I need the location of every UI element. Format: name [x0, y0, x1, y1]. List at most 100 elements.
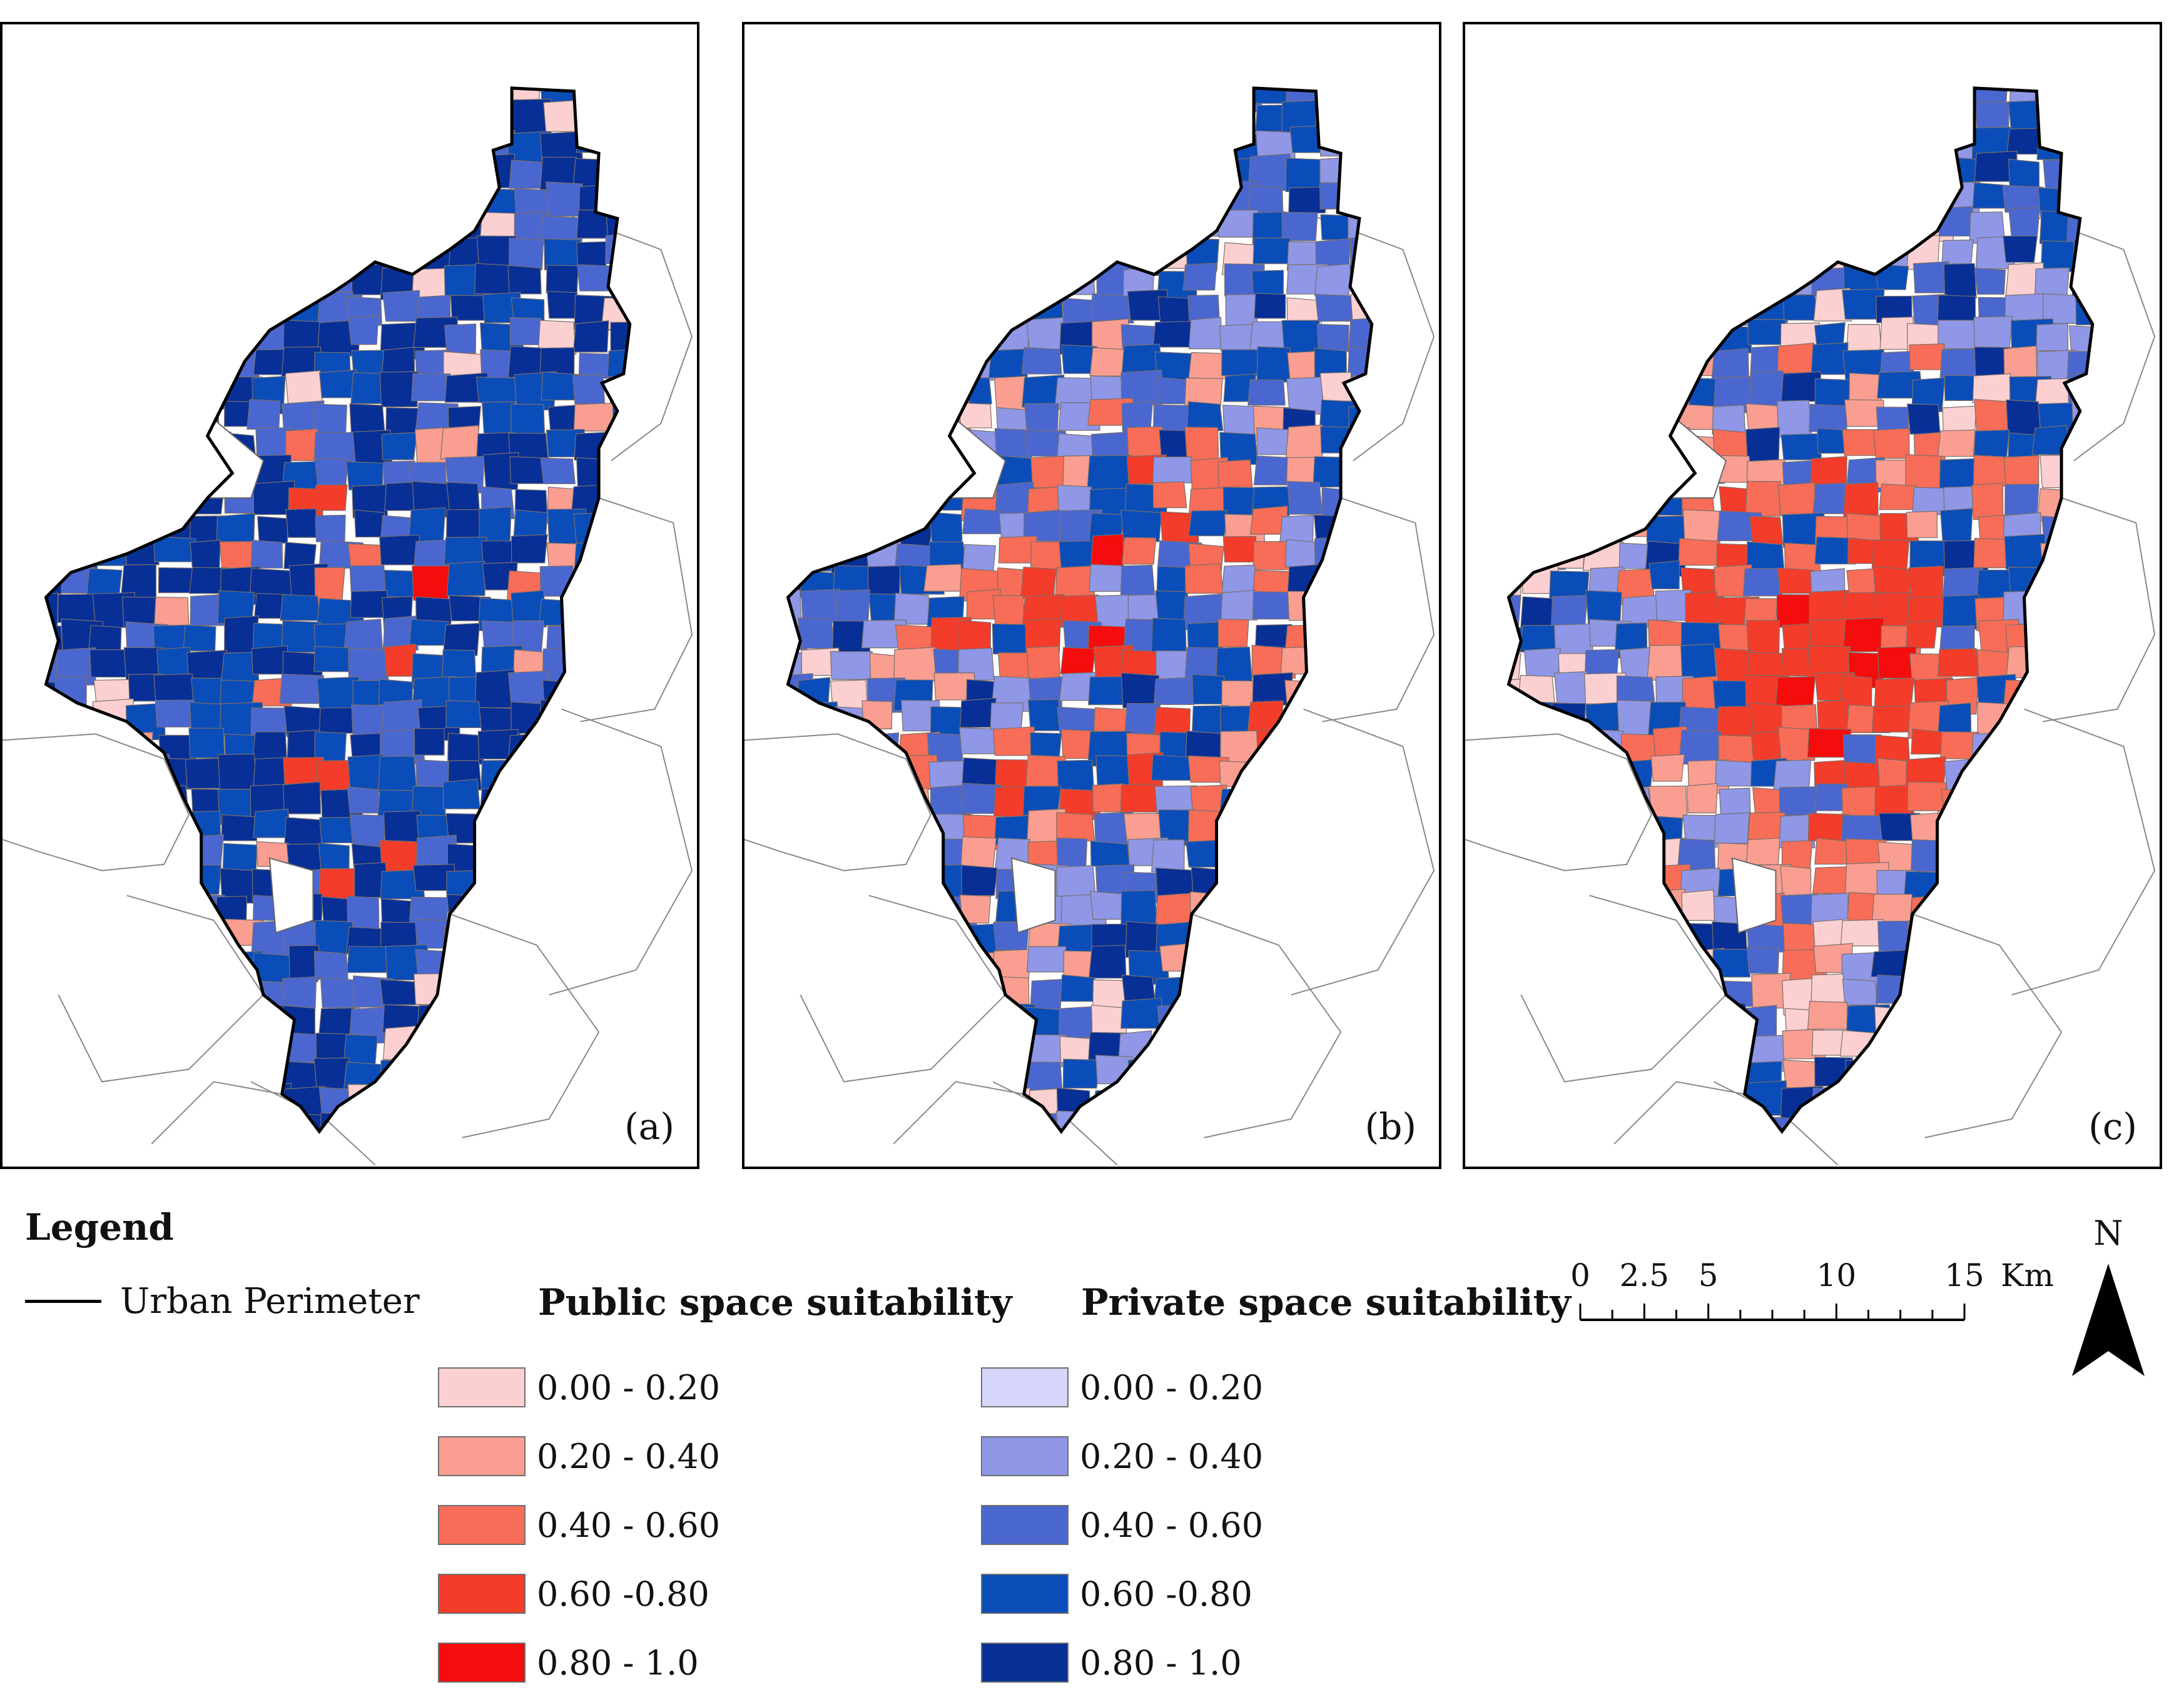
- zone-polygon: [1912, 155, 1948, 188]
- zone-polygon: [2064, 487, 2093, 521]
- zone-polygon: [539, 347, 575, 375]
- zone-polygon: [869, 209, 912, 242]
- zone-polygon: [1976, 1006, 2016, 1035]
- zone-polygon: [546, 756, 581, 784]
- zone-polygon: [1652, 372, 1694, 399]
- zone-polygon: [573, 402, 619, 432]
- zone-polygon: [543, 838, 587, 871]
- map-b-canvas: [744, 86, 1435, 1167]
- zone-polygon: [575, 646, 616, 674]
- zone-polygon: [1971, 808, 2008, 841]
- zone-polygon: [1809, 158, 1851, 188]
- zone-polygon: [1318, 595, 1355, 623]
- zone-polygon: [1120, 784, 1161, 813]
- zone-polygon: [1549, 509, 1590, 547]
- zone-polygon: [546, 181, 583, 217]
- zone-polygon: [2039, 758, 2084, 788]
- zone-polygon: [1520, 1138, 1563, 1167]
- zone-polygon: [1973, 315, 2013, 348]
- zone-polygon: [1060, 647, 1096, 674]
- public-class-label: 0.40 - 0.60: [537, 1505, 721, 1545]
- zone-polygon: [1525, 894, 1568, 927]
- zone-polygon: [1508, 565, 1522, 600]
- zone-polygon: [510, 783, 551, 809]
- zone-polygon: [418, 1034, 460, 1071]
- zone-polygon: [1253, 455, 1291, 485]
- zone-polygon: [1714, 1000, 1748, 1030]
- zone-polygon: [611, 129, 630, 157]
- zone-polygon: [788, 155, 811, 193]
- municipal-boundary: [561, 211, 693, 462]
- zone-polygon: [479, 211, 520, 239]
- zone-polygon: [1587, 403, 1625, 437]
- zone-polygon: [410, 1055, 454, 1082]
- zone-polygon: [1508, 1060, 1536, 1090]
- zone-polygon: [577, 729, 617, 756]
- zone-polygon: [640, 622, 683, 653]
- zone-polygon: [1872, 211, 1910, 248]
- zone-polygon: [1782, 294, 1818, 321]
- zone-polygon: [1060, 157, 1101, 196]
- zone-polygon: [1587, 88, 1625, 103]
- zone-polygon: [416, 159, 457, 189]
- zone-polygon: [2065, 761, 2093, 792]
- zone-polygon: [507, 265, 542, 295]
- zone-polygon: [46, 509, 63, 538]
- zone-polygon: [801, 975, 844, 1006]
- zone-polygon: [608, 155, 630, 188]
- zone-polygon: [927, 154, 964, 186]
- zone-polygon: [1745, 480, 1781, 517]
- zone-polygon: [1125, 153, 1159, 190]
- zone-polygon: [1092, 783, 1124, 813]
- zone-polygon: [1941, 1062, 1985, 1091]
- zone-polygon: [381, 432, 417, 460]
- zone-polygon: [1713, 1029, 1756, 1059]
- zone-polygon: [284, 817, 325, 846]
- zone-polygon: [1384, 626, 1425, 652]
- zone-polygon: [288, 945, 320, 983]
- zone-polygon: [1941, 976, 1981, 1008]
- zone-polygon: [1191, 124, 1234, 155]
- zone-polygon: [1508, 489, 1526, 516]
- zone-polygon: [46, 239, 68, 268]
- zone-polygon: [313, 951, 348, 980]
- zone-polygon: [896, 973, 933, 1008]
- zone-polygon: [56, 951, 101, 986]
- zone-polygon: [1874, 1006, 1912, 1036]
- zone-polygon: [1215, 1003, 1261, 1035]
- zone-polygon: [63, 98, 105, 133]
- zone-polygon: [1590, 484, 1622, 520]
- zone-polygon: [126, 348, 161, 375]
- municipal-boundary: [1520, 894, 1727, 1083]
- zone-polygon: [962, 265, 1008, 299]
- zone-polygon: [1842, 978, 1878, 1006]
- zone-polygon: [1550, 159, 1590, 190]
- zone-polygon: [46, 1032, 65, 1062]
- zone-polygon: [1247, 980, 1292, 1010]
- zone-polygon: [835, 240, 873, 270]
- zone-polygon: [450, 1143, 489, 1167]
- zone-polygon: [316, 209, 356, 238]
- zone-polygon: [1519, 158, 1558, 195]
- zone-polygon: [1508, 322, 1521, 353]
- zone-polygon: [641, 892, 675, 923]
- zone-polygon: [1125, 1143, 1162, 1167]
- zone-polygon: [638, 919, 679, 956]
- scale-tick-label: 15: [1944, 1257, 1984, 1294]
- zone-polygon: [2108, 378, 2150, 412]
- zone-polygon: [1972, 373, 2011, 403]
- zone-polygon: [1321, 642, 1356, 682]
- legend-title: Legend: [25, 1206, 174, 1249]
- zone-polygon: [833, 373, 878, 400]
- zone-polygon: [1809, 403, 1850, 432]
- map-a-canvas: [3, 86, 693, 1167]
- zone-polygon: [1381, 126, 1424, 155]
- zone-polygon: [223, 184, 256, 213]
- public-class-label: 0.80 - 1.0: [537, 1643, 699, 1683]
- zone-polygon: [1383, 810, 1423, 840]
- zone-polygon: [2105, 352, 2135, 377]
- zone-polygon: [385, 98, 426, 125]
- zone-polygon: [2071, 396, 2093, 429]
- zone-polygon: [1750, 269, 1784, 301]
- scale-unit: Km: [2001, 1257, 2054, 1294]
